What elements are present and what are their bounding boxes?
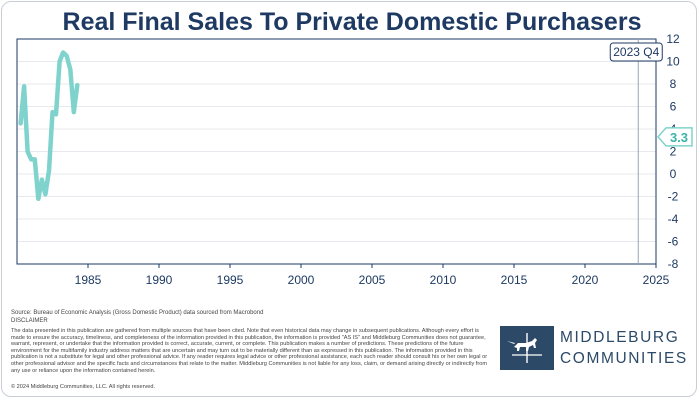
latest-value-callout [656, 127, 693, 147]
x-tick-label: 2025 [643, 273, 670, 287]
series-line [18, 50, 80, 202]
x-tick-label: 2000 [288, 273, 315, 287]
period-marker-box [609, 42, 663, 62]
y-tick-label: 6 [670, 100, 677, 114]
plot-area [16, 38, 657, 265]
y-tick-label: 0 [670, 167, 677, 181]
y-tick-label: -8 [668, 257, 679, 271]
y-tick-label: 12 [666, 32, 680, 46]
weathervane-horse-icon [500, 326, 554, 370]
disclaimer-text: The data presented in this publication a… [11, 328, 488, 374]
x-tick-label: 1990 [146, 273, 173, 287]
y-tick-label: -2 [668, 190, 679, 204]
logo-wordmark: MIDDLEBURG COMMUNITIES [560, 327, 688, 369]
latest-value-label: 3.3 [670, 130, 688, 145]
period-marker-label: 2023 Q4 [613, 45, 659, 59]
footer-source: Source: Bureau of Economic Analysis (Gro… [11, 310, 491, 325]
x-tick-label: 1995 [217, 273, 244, 287]
x-tick-label: 2015 [501, 273, 528, 287]
disclaimer-label: DISCLAIMER [11, 317, 48, 324]
y-tick-label: -4 [668, 212, 679, 226]
source-text: Source: Bureau of Economic Analysis (Gro… [11, 310, 264, 316]
copyright-text: © 2024 Middleburg Communities, LLC. All … [11, 384, 156, 390]
y-tick-label: -6 [668, 235, 679, 249]
y-tick-label: 8 [670, 77, 677, 91]
y-tick-label: 2 [670, 145, 677, 159]
x-tick-label: 2010 [430, 273, 457, 287]
x-tick-label: 2020 [572, 273, 599, 287]
y-tick-label: 10 [666, 55, 680, 69]
chart-svg: 121086420-2-4-6-819851990199520002005201… [16, 32, 693, 287]
logo-line-2: COMMUNITIES [560, 350, 688, 367]
chart-title: Real Final Sales To Private Domestic Pur… [62, 8, 642, 36]
logo-line-1: MIDDLEBURG [560, 329, 680, 346]
x-tick-label: 1985 [75, 273, 102, 287]
middleburg-logo: MIDDLEBURG COMMUNITIES [500, 326, 692, 370]
x-tick-label: 2005 [359, 273, 386, 287]
